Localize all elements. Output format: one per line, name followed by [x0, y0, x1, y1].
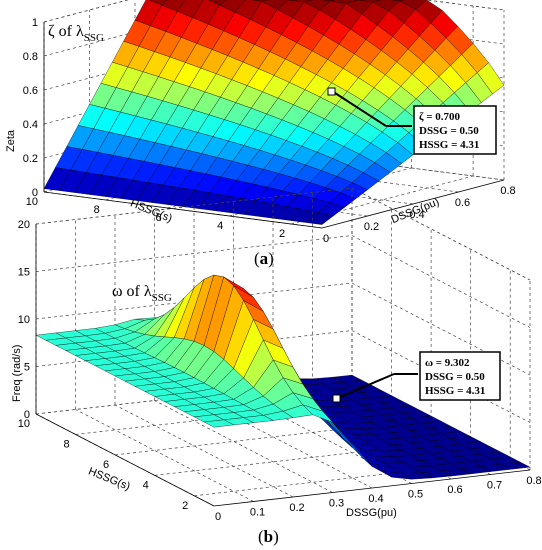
- surface-patch: [306, 212, 334, 225]
- y-tick-label: 6: [155, 212, 161, 224]
- x-tick-label: 0.2: [289, 502, 304, 514]
- gridline: [43, 0, 129, 23]
- panel-b-datatip-leader: [339, 373, 395, 398]
- y-axis-line: [35, 413, 215, 507]
- panel-b-datatip-line: HSSG = 4.31: [425, 385, 485, 397]
- gridline: [351, 235, 531, 328]
- y-tick-label: 4: [217, 220, 223, 232]
- z-tick-label: 10: [18, 314, 30, 326]
- x-tick-label: 0.4: [409, 209, 424, 221]
- gridline: [351, 187, 531, 281]
- surface-patch: [203, 419, 235, 428]
- x-tick-label: 0.8: [526, 475, 541, 487]
- panel-b-datatip-marker: [332, 394, 341, 403]
- panel-b-datatip-line: DSSG = 0.50: [425, 371, 485, 383]
- x-tick-label: 0.6: [447, 484, 462, 496]
- z-tick-label: 0.2: [23, 153, 38, 165]
- y-tick-label: 6: [103, 459, 109, 471]
- panel-a-datatip-leader: [334, 92, 387, 127]
- x-tick-label: 0: [323, 233, 329, 245]
- panel-a-datatip-line: ζ = 0.700: [419, 111, 461, 123]
- z-tick-label: 5: [24, 362, 30, 374]
- x-tick-label: 0.4: [368, 493, 383, 505]
- panel-a-datatip-box: ζ = 0.700 DSSG = 0.50 HSSG = 4.31: [413, 105, 497, 155]
- panel-b-x-axis-label: DSSG(pu): [346, 507, 397, 519]
- panel-a-datatip-marker: [327, 87, 336, 96]
- y-tick-label: 4: [143, 479, 149, 491]
- z-tick-label: 20: [18, 219, 30, 231]
- y-tick-label: 2: [182, 500, 188, 512]
- gridline: [35, 330, 353, 367]
- panel-a-datatip-line: DSSG = 0.50: [419, 125, 479, 137]
- y-tick-label: 10: [18, 418, 30, 430]
- z-tick-label: 0: [32, 187, 38, 199]
- y-tick-label: 8: [63, 438, 69, 450]
- z-tick-label: 0: [24, 409, 30, 421]
- x-tick-label: 0.7: [487, 480, 502, 492]
- y-tick-label: 10: [26, 196, 38, 208]
- panel-b-title: ω of λSSG: [112, 283, 172, 304]
- x-axis-line: [213, 469, 531, 507]
- panel-b-surface: [35, 274, 531, 480]
- y-axis-line: [43, 191, 323, 229]
- x-tick-label: 0.5: [408, 489, 423, 501]
- panel-a-z-axis-label: Zeta: [5, 129, 17, 152]
- x-tick-label: 0.3: [329, 498, 344, 510]
- surface-patch: [251, 0, 268, 2]
- panel-b-datatip-box: ω = 9.302 DSSG = 0.50 HSSG = 4.31: [419, 351, 501, 401]
- panel-b-caption: (b): [258, 527, 279, 546]
- z-tick-label: 0.4: [23, 119, 38, 131]
- panel-a-datatip-line: HSSG = 4.31: [419, 139, 479, 151]
- panel-a-surface: [43, 0, 505, 225]
- x-tick-label: 0.6: [455, 197, 470, 209]
- panel-a-caption: (a): [254, 249, 274, 268]
- gridline: [35, 235, 353, 272]
- x-tick-label: 0.1: [250, 507, 265, 519]
- x-tick-label: 0: [215, 511, 221, 523]
- panel-a-title: ζ of λSSG: [48, 23, 104, 44]
- x-tick-label: 0.2: [364, 221, 379, 233]
- y-tick-label: 8: [94, 204, 100, 216]
- z-tick-label: 0.8: [23, 51, 38, 63]
- z-tick-label: 1: [32, 17, 38, 29]
- panel-b-z-axis-label: Freq (rad/s): [11, 345, 23, 402]
- gridline: [35, 187, 353, 225]
- y-tick-label: 2: [279, 228, 285, 240]
- z-tick-label: 0.6: [23, 85, 38, 97]
- x-tick-label: 0.8: [500, 185, 515, 197]
- gridline: [35, 282, 353, 320]
- panel-b-y-axis-label: HSSG(s): [86, 465, 131, 493]
- panel-b-datatip-line: ω = 9.302: [425, 357, 470, 369]
- z-tick-label: 15: [18, 267, 30, 279]
